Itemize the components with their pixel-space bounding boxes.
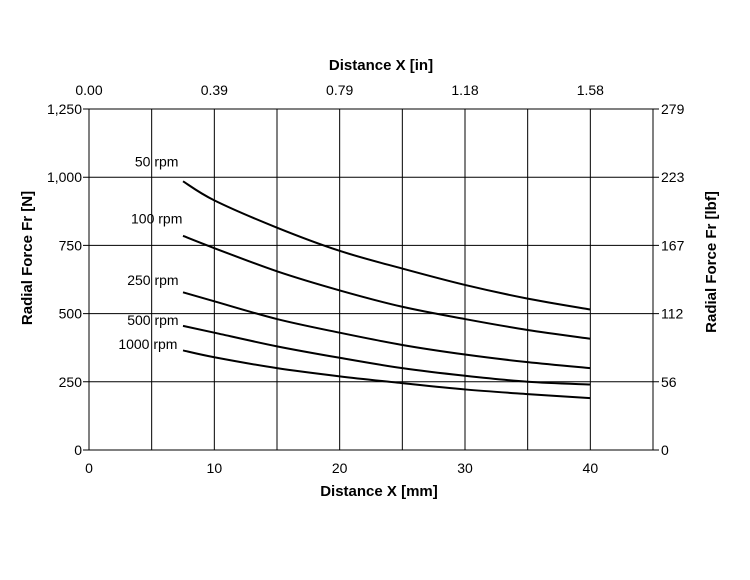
series-label-4: 500 rpm [127,312,178,328]
label-layer: 50 rpm 100 rpm 250 rpm 500 rpm 1000 rpm [118,153,182,352]
y2-tick-label: 167 [661,237,685,253]
x-axis-title: Distance X [mm] [320,483,438,500]
series-label-3: 250 rpm [127,272,178,288]
series-line-1 [182,180,591,311]
x-tick-label: 0 [85,460,93,476]
x2-tick-label: 1.18 [451,82,478,98]
y-tick-label: 250 [59,374,83,390]
series-line-4 [182,324,591,386]
x2-tick-label: 0.39 [201,82,228,98]
series-line-3 [182,291,591,370]
y2-tick-label: 279 [661,101,685,117]
x2-tick-label: 0.00 [75,82,102,98]
y2-tick-label: 56 [661,374,677,390]
x-tick-label: 40 [583,460,599,476]
y2-tick-label: 223 [661,169,685,185]
y-tick-label: 1,250 [47,101,82,117]
tick-layer: 0 10 20 30 40 0.00 0.39 0.79 1.18 1.58 0 250 500 750 1… [47,82,685,476]
y-tick-label: 500 [59,306,83,322]
x2-axis-title: Distance X [in] [329,57,433,74]
plot-frame [88,108,654,451]
x-tick-label: 30 [457,460,473,476]
y-tick-label: 1,000 [47,169,82,185]
y2-tick-label: 112 [661,306,684,322]
y-tick-label: 0 [74,442,82,458]
x2-tick-label: 0.79 [326,82,353,98]
series-label-1: 50 rpm [135,153,179,169]
series-line-2 [182,234,591,340]
series-label-2: 100 rpm [131,211,182,227]
y2-axis-title: Radial Force Fr [lbf] [703,191,720,333]
y2-tick-label: 0 [661,442,669,458]
series-label-5: 1000 rpm [118,336,177,352]
y-tick-label: 750 [59,237,83,253]
x-tick-label: 10 [207,460,223,476]
x-tick-label: 20 [332,460,348,476]
y-axis-title: Radial Force Fr [N] [19,191,36,325]
series-line-5 [182,349,591,400]
curve-layer [182,180,591,400]
x2-tick-label: 1.58 [577,82,604,98]
